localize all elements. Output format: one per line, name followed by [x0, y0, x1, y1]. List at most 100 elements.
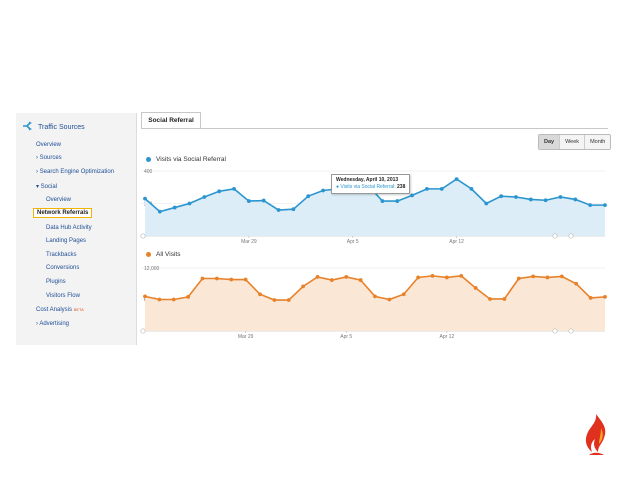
data-point [488, 297, 492, 301]
data-point [202, 195, 207, 199]
data-point [276, 208, 281, 212]
data-point [603, 203, 607, 208]
sidebar-item-plugins[interactable]: Plugins [46, 279, 66, 285]
series-area [145, 179, 605, 236]
data-point [229, 277, 234, 282]
data-point [473, 286, 478, 290]
range-handle-icon [552, 328, 558, 334]
sidebar-item-seo[interactable]: › Search Engine Optimization [36, 169, 115, 175]
data-point [261, 198, 266, 203]
data-point [301, 284, 306, 289]
flame-logo-icon [582, 414, 610, 461]
data-point [200, 276, 205, 281]
data-point [217, 189, 222, 194]
data-point [558, 195, 563, 199]
data-point [157, 209, 162, 214]
data-point [172, 205, 177, 210]
data-point [425, 186, 429, 191]
data-point [291, 207, 296, 212]
data-point [410, 193, 414, 198]
data-point [187, 201, 192, 206]
data-point [516, 276, 521, 281]
range-handle-icon [140, 328, 146, 334]
sidebar-item-trackbacks[interactable]: Trackbacks [46, 252, 77, 258]
data-point [528, 197, 533, 202]
legend-dot-icon [146, 157, 151, 162]
tab-divider [141, 128, 608, 129]
data-point [545, 275, 550, 280]
data-point [444, 275, 449, 280]
data-point [380, 199, 385, 203]
split-arrows-icon [22, 121, 33, 133]
range-handle-icon [552, 233, 558, 239]
data-point [588, 296, 593, 300]
data-point [321, 188, 325, 193]
sidebar-header-label: Traffic Sources [38, 123, 85, 131]
sidebar-item-sources[interactable]: › Sources [36, 155, 62, 161]
data-point [514, 195, 518, 199]
data-point [286, 298, 291, 302]
sidebar-item-overview[interactable]: Overview [36, 142, 62, 148]
data-point [143, 196, 147, 201]
sidebar-item-data-hub-activity[interactable]: Data Hub Activity [46, 225, 92, 231]
data-point [573, 197, 578, 202]
data-point [246, 199, 251, 203]
data-point [272, 298, 277, 302]
sidebar-item-conversions[interactable]: Conversions [46, 265, 80, 271]
sidebar-header-traffic-sources[interactable]: Traffic Sources [22, 121, 85, 133]
tab-social-referral[interactable]: Social Referral [141, 112, 201, 129]
data-point [344, 275, 349, 279]
sidebar-item-landing-pages[interactable]: Landing Pages [46, 238, 87, 244]
sidebar-item-social[interactable]: ▾ Social [36, 184, 58, 190]
tooltip-value: 238 [397, 184, 406, 190]
data-point [171, 297, 176, 302]
data-point [484, 201, 489, 206]
data-point [588, 203, 593, 208]
data-point [395, 199, 400, 203]
data-point [143, 294, 147, 299]
y-tick-label: 400 [144, 169, 153, 175]
data-point [387, 297, 392, 302]
sidebar-item-advertising[interactable]: › Advertising [36, 321, 70, 327]
x-tick-label: Apr 12 [440, 334, 455, 340]
legend-social-visits-label: Visits via Social Referral [156, 156, 226, 163]
legend-all-visits-label: All Visits [156, 251, 181, 258]
data-point [559, 274, 564, 279]
period-day-button[interactable]: Day [539, 135, 560, 149]
data-point [358, 278, 363, 282]
legend-social-visits: Visits via Social Referral [146, 156, 226, 163]
x-tick-label: Mar 29 [241, 239, 257, 245]
data-point [329, 278, 334, 282]
sidebar-item-social-overview[interactable]: Overview [46, 197, 72, 203]
data-point [416, 275, 421, 280]
beta-badge: BETA [73, 307, 84, 312]
sidebar-item-visitors-flow[interactable]: Visitors Flow [46, 293, 80, 299]
data-point [232, 186, 236, 191]
data-point [401, 292, 406, 297]
data-point [214, 276, 219, 281]
sidebar-item-network-referrals[interactable]: Network Referrals [33, 208, 93, 218]
x-tick-label: Apr 5 [340, 334, 352, 340]
data-point [454, 177, 459, 182]
legend-all-visits: All Visits [146, 251, 180, 258]
data-point [459, 273, 464, 278]
tooltip-date: Wednesday, April 10, 2013 [336, 177, 399, 183]
range-handle-icon [140, 233, 146, 239]
sidebar-nav: Traffic Sources Overview › Sources › Sea… [16, 113, 137, 345]
data-point [531, 274, 536, 279]
period-week-button[interactable]: Week [559, 135, 585, 149]
series-area [145, 275, 605, 331]
x-tick-label: Apr 12 [449, 239, 464, 245]
data-point [502, 297, 507, 301]
range-handle-icon [568, 328, 574, 334]
data-point [315, 275, 320, 279]
data-point [469, 186, 474, 191]
period-month-button[interactable]: Month [584, 135, 611, 149]
sidebar-item-cost-analysis[interactable]: Cost Analysis BETA [36, 307, 84, 313]
range-handle-icon [568, 233, 574, 239]
data-point [430, 273, 435, 278]
data-point [543, 198, 548, 203]
y-tick-label: 12,000 [144, 266, 160, 272]
data-point [306, 194, 311, 199]
